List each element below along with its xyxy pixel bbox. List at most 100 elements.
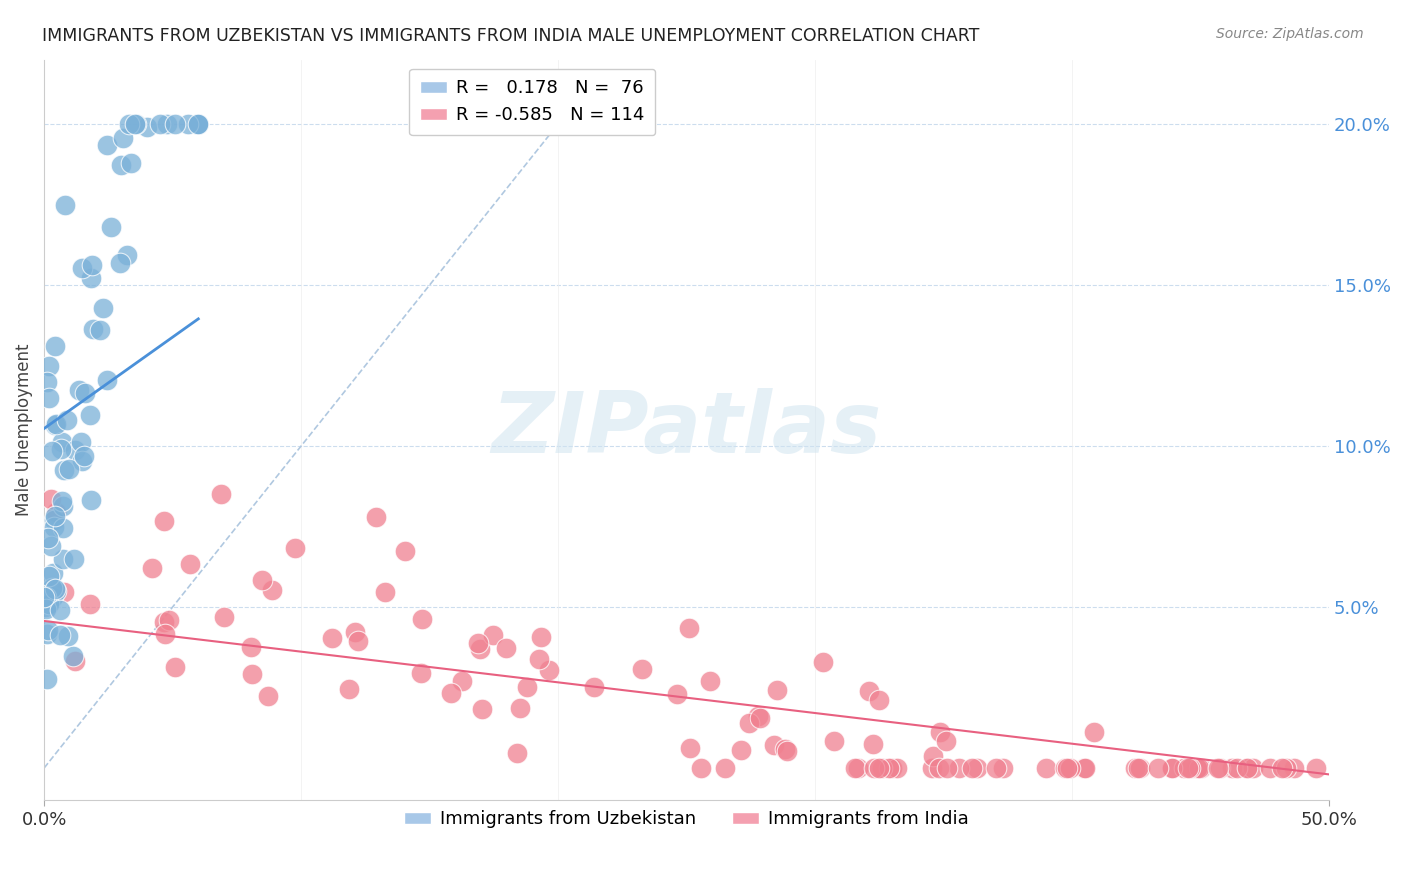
- Point: [70, 434, 93, 449]
- Point: [187, 117, 209, 131]
- Point: [67, 383, 90, 397]
- Point: [44, 513, 66, 527]
- Point: [678, 621, 700, 635]
- Point: [45, 505, 67, 519]
- Point: [1236, 761, 1258, 775]
- Point: [1054, 761, 1077, 775]
- Point: [730, 743, 752, 757]
- Point: [1126, 761, 1149, 775]
- Point: [38, 391, 60, 405]
- Text: Source: ZipAtlas.com: Source: ZipAtlas.com: [1216, 27, 1364, 41]
- Point: [45, 583, 67, 598]
- Point: [1185, 761, 1208, 775]
- Point: [346, 634, 368, 648]
- Point: [1305, 761, 1327, 775]
- Point: [1206, 761, 1229, 775]
- Point: [886, 761, 908, 775]
- Point: [1059, 761, 1081, 775]
- Point: [482, 628, 505, 642]
- Text: IMMIGRANTS FROM UZBEKISTAN VS IMMIGRANTS FROM INDIA MALE UNEMPLOYMENT CORRELATIO: IMMIGRANTS FROM UZBEKISTAN VS IMMIGRANTS…: [42, 27, 980, 45]
- Point: [110, 158, 132, 172]
- Point: [948, 761, 970, 775]
- Point: [527, 652, 550, 666]
- Point: [962, 761, 984, 775]
- Point: [813, 655, 835, 669]
- Point: [56, 413, 79, 427]
- Point: [35, 590, 58, 604]
- Point: [747, 709, 769, 723]
- Point: [80, 493, 103, 508]
- Point: [257, 689, 280, 703]
- Point: [108, 256, 131, 270]
- Y-axis label: Male Unemployment: Male Unemployment: [15, 343, 32, 516]
- Point: [538, 663, 561, 677]
- Point: [65, 443, 87, 458]
- Point: [583, 680, 606, 694]
- Point: [58, 462, 80, 476]
- Point: [495, 640, 517, 655]
- Point: [52, 552, 75, 566]
- Point: [187, 117, 209, 131]
- Point: [1074, 761, 1097, 775]
- Point: [1173, 761, 1195, 775]
- Point: [868, 761, 890, 775]
- Point: [321, 631, 343, 645]
- Point: [713, 761, 735, 775]
- Point: [177, 117, 200, 131]
- Text: ZIPatlas: ZIPatlas: [492, 388, 882, 471]
- Point: [52, 499, 75, 513]
- Point: [1271, 761, 1294, 775]
- Point: [125, 117, 148, 131]
- Point: [34, 591, 56, 605]
- Point: [1083, 725, 1105, 739]
- Point: [1129, 761, 1152, 775]
- Point: [62, 648, 84, 663]
- Point: [776, 744, 799, 758]
- Point: [1189, 761, 1212, 775]
- Point: [187, 117, 209, 131]
- Point: [44, 582, 66, 596]
- Point: [1188, 761, 1211, 775]
- Point: [39, 492, 62, 507]
- Point: [44, 418, 66, 433]
- Point: [79, 597, 101, 611]
- Point: [179, 558, 201, 572]
- Point: [165, 117, 187, 131]
- Point: [51, 493, 73, 508]
- Point: [765, 683, 787, 698]
- Point: [44, 339, 66, 353]
- Point: [440, 686, 463, 700]
- Point: [928, 725, 950, 739]
- Point: [374, 585, 396, 599]
- Point: [337, 681, 360, 696]
- Point: [100, 220, 122, 235]
- Point: [53, 197, 76, 211]
- Point: [921, 761, 943, 775]
- Point: [468, 642, 491, 657]
- Point: [1226, 761, 1249, 775]
- Point: [163, 659, 186, 673]
- Point: [52, 520, 75, 534]
- Point: [868, 693, 890, 707]
- Point: [935, 733, 957, 747]
- Point: [846, 761, 869, 775]
- Point: [870, 761, 893, 775]
- Point: [1125, 761, 1147, 775]
- Point: [1185, 761, 1208, 775]
- Point: [153, 514, 176, 528]
- Point: [1241, 761, 1264, 775]
- Point: [984, 761, 1007, 775]
- Point: [1222, 761, 1244, 775]
- Point: [212, 609, 235, 624]
- Point: [239, 640, 262, 655]
- Point: [56, 629, 79, 643]
- Point: [112, 130, 135, 145]
- Point: [343, 624, 366, 639]
- Point: [120, 156, 142, 170]
- Point: [1147, 761, 1170, 775]
- Point: [42, 566, 65, 581]
- Point: [38, 359, 60, 373]
- Point: [44, 508, 66, 523]
- Point: [141, 560, 163, 574]
- Point: [65, 654, 87, 668]
